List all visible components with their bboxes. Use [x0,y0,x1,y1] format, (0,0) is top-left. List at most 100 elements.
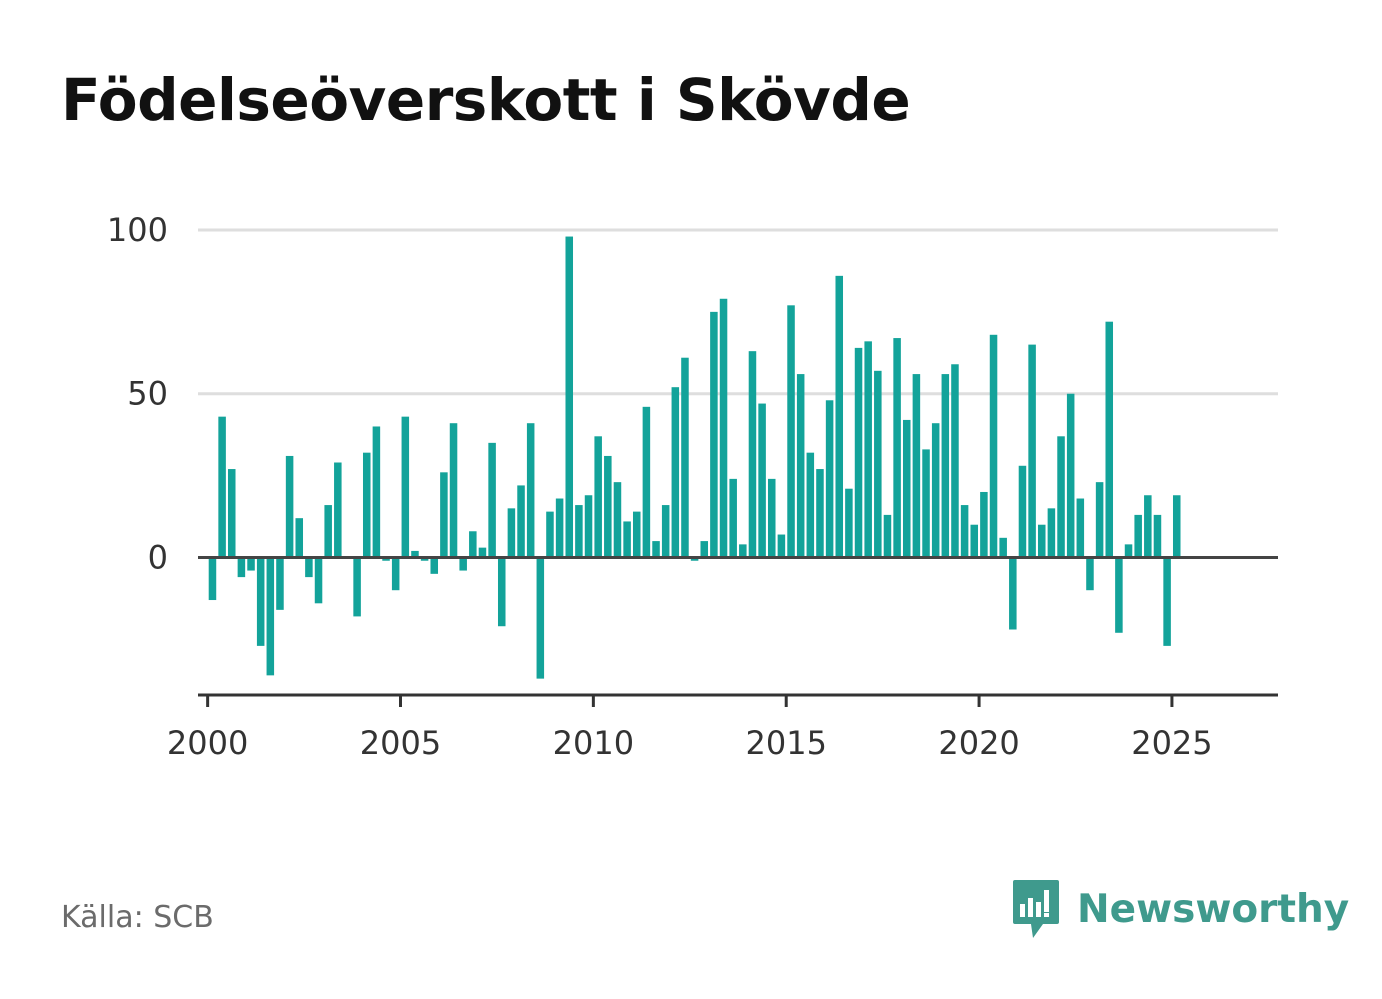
x-tick-label: 2015 [745,724,826,762]
bar [604,455,612,558]
bar [237,557,246,578]
bar [632,511,641,558]
bar [806,452,815,558]
bar [642,406,651,558]
x-tick-label: 2020 [938,724,1019,762]
chart-title: Födelseöverskott i Skövde [61,66,911,134]
bar [247,557,255,571]
bar [256,557,265,646]
brand-name: Newsworthy [1077,886,1350,932]
bar [1018,465,1027,558]
bar [449,423,458,558]
y-tick-label: 100 [107,211,168,249]
bar [266,557,275,676]
bar [864,341,872,558]
bar [874,370,882,558]
bar [999,537,1007,558]
bar [681,357,689,558]
bar [767,478,776,558]
bar [661,505,670,558]
newsworthy-logo-icon [1013,880,1059,938]
bar [922,449,930,558]
bar [1153,514,1162,558]
bar [796,374,805,558]
bar [951,364,959,558]
bar [517,485,525,558]
bar [314,557,323,604]
bar [902,419,911,558]
x-tick-label: 2010 [553,724,634,762]
bar [1172,495,1181,558]
bar [584,495,593,558]
bar [1057,436,1065,558]
bar [1086,557,1094,591]
bar [440,472,448,558]
y-tick-label: 0 [148,538,168,576]
y-tick-label: 50 [127,375,168,413]
bar [478,547,487,558]
bar [497,557,506,627]
bar [459,557,467,571]
source-label: Källa: SCB [61,900,214,935]
bar [526,423,535,558]
bar [1076,498,1085,558]
bar [391,557,400,591]
bar [507,508,516,558]
bar [613,482,622,558]
bar [758,403,766,558]
bar [700,541,709,558]
bar [565,236,574,558]
bar [594,436,602,558]
bar [835,275,844,558]
axes: 0 50 100 2000 2005 2010 2015 2020 2025 [107,211,1278,762]
bar [854,347,863,558]
bar [285,455,294,558]
bar [555,498,564,558]
bar [1095,482,1104,558]
bar [777,534,786,558]
bar [1028,344,1036,558]
bar [825,400,834,558]
bar [420,557,429,561]
bar [1009,557,1017,630]
bar [208,557,217,601]
bar [295,518,304,558]
bar [362,452,371,558]
bar [1037,524,1046,558]
bar [816,469,824,558]
bar [1163,557,1171,646]
bar [488,442,496,558]
bar [1124,544,1133,558]
x-tick-label: 2005 [360,724,441,762]
bar [411,550,419,558]
x-tick-label: 2025 [1131,724,1212,762]
bar [218,416,226,558]
bar [989,334,998,558]
bar [353,557,361,617]
bar [227,469,236,558]
bar [382,557,390,561]
bar [719,298,728,558]
bar [430,557,439,574]
bar [652,541,660,558]
bar [970,524,979,558]
bar [960,505,969,558]
bar [334,462,342,558]
bar [980,491,988,558]
bars [208,236,1181,679]
newsworthy-logo[interactable]: Newsworthy [1011,878,1349,940]
bar [276,557,284,610]
bar [883,514,892,558]
bar [1047,508,1056,558]
bar [893,338,901,558]
bar [324,505,332,558]
gridlines [198,228,1278,396]
bar [546,511,554,558]
bar [305,557,313,578]
bar [748,351,757,558]
bar [845,488,853,558]
bar [690,557,699,561]
bar [1134,514,1142,558]
bar [536,557,545,679]
